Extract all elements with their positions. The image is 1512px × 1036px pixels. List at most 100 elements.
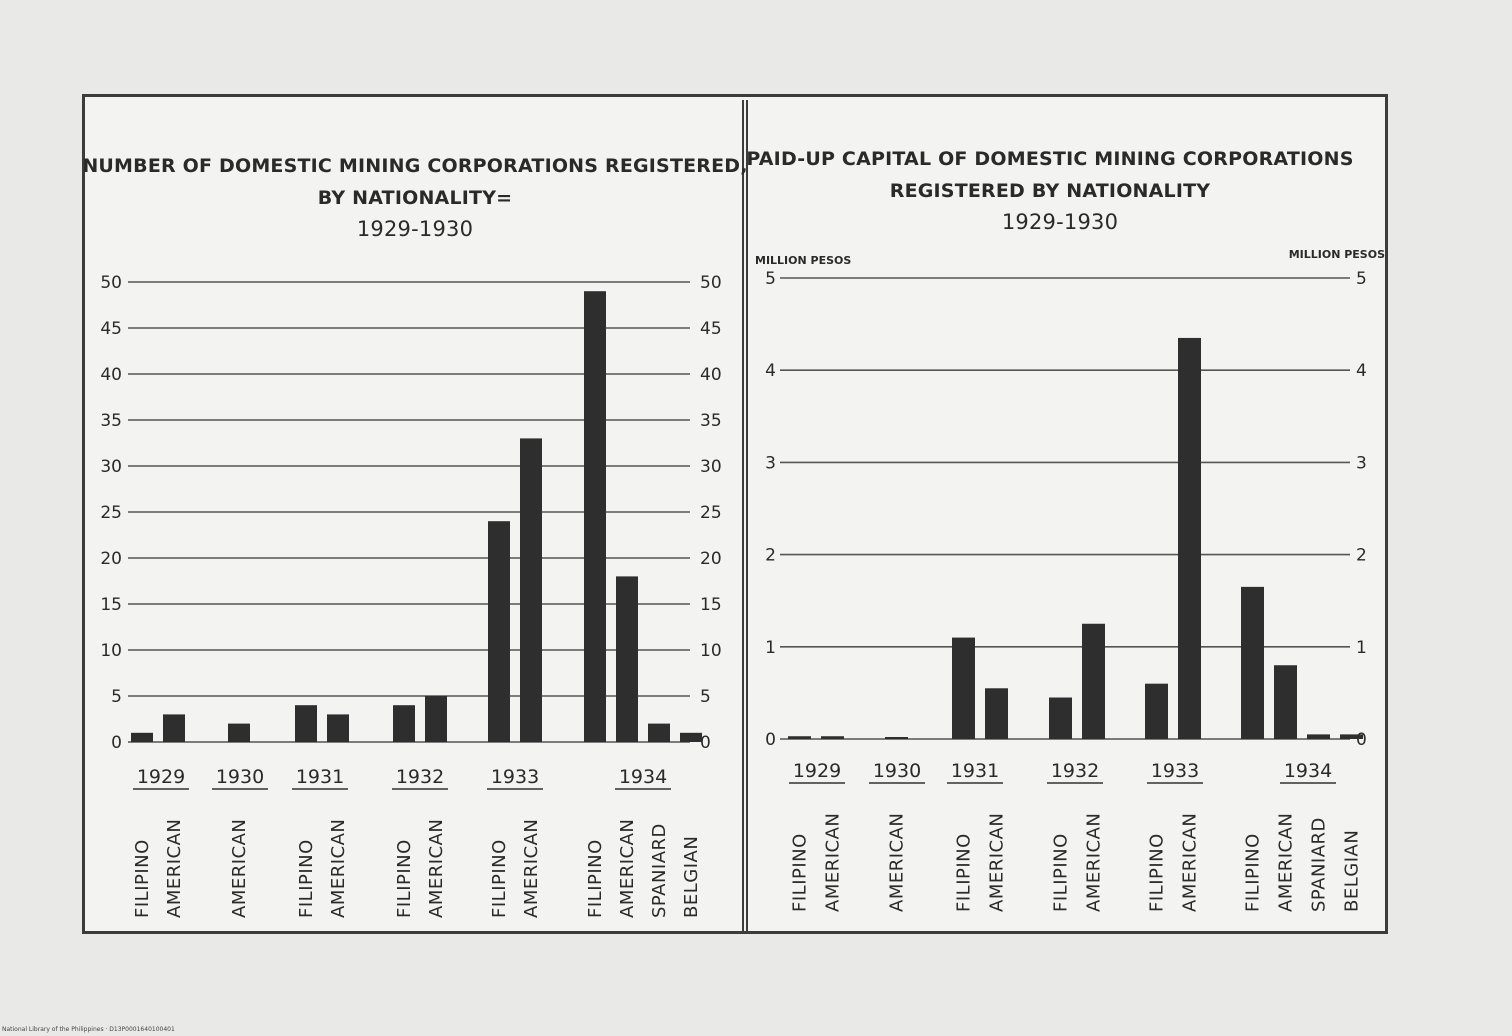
left-y-tick-label-left: 30 [100, 457, 122, 477]
left-nationality-label: SPANIARD [649, 823, 670, 918]
right-unit-right: MILLION PESOS [1289, 248, 1385, 261]
right-year-label-1932: 1932 [1051, 760, 1099, 782]
left-nationality-label: BELGIAN [681, 836, 702, 918]
right-bar-1933-filipino [1145, 683, 1168, 739]
left-y-tick-label-left: 35 [100, 411, 122, 431]
left-title-line-3: 1929-1930 [357, 217, 473, 241]
right-bar-1932-american [1082, 623, 1105, 739]
right-nationality-label: AMERICAN [1084, 813, 1105, 912]
right-y-tick-label-left: 4 [765, 361, 776, 381]
left-title-line-2: BY NATIONALITY= [318, 187, 513, 209]
left-nationality-label: FILIPINO [394, 839, 415, 918]
right-y-tick-label-right: 0 [1356, 730, 1367, 750]
right-nationality-label: AMERICAN [1276, 813, 1297, 912]
left-bar-1934-spaniard [648, 723, 670, 742]
right-bar-1934-belgian [1340, 734, 1363, 739]
right-nationality-label: FILIPINO [790, 833, 811, 912]
left-bar-1932-filipino [393, 705, 415, 742]
left-y-tick-label-left: 25 [100, 503, 122, 523]
right-title-line-3: 1929-1930 [1002, 210, 1118, 234]
right-nationality-label: FILIPINO [954, 833, 975, 912]
left-bar-1933-american [520, 438, 542, 742]
left-nationality-label: FILIPINO [296, 839, 317, 918]
right-year-label-1929: 1929 [793, 760, 841, 782]
left-bar-1931-american [327, 714, 349, 742]
left-chart-title: NUMBER OF DOMESTIC MINING CORPORATIONS R… [82, 155, 747, 241]
right-nationality-label: FILIPINO [1051, 833, 1072, 912]
left-y-tick-label-right: 35 [700, 411, 722, 431]
left-y-tick-label-right: 40 [700, 365, 722, 385]
left-nationality-label: AMERICAN [229, 819, 250, 918]
left-year-label-1932: 1932 [396, 766, 444, 788]
left-nationality-label: FILIPINO [585, 839, 606, 918]
left-year-label-1930: 1930 [216, 766, 264, 788]
right-y-tick-label-right: 4 [1356, 361, 1367, 381]
right-bar-1930-american [885, 737, 908, 739]
right-title-line-1: PAID-UP CAPITAL OF DOMESTIC MINING CORPO… [746, 148, 1353, 170]
left-year-label-1931: 1931 [296, 766, 344, 788]
right-nationality-label: AMERICAN [887, 813, 908, 912]
right-y-tick-label-right: 5 [1356, 269, 1367, 289]
right-bar-1929-filipino [788, 736, 811, 739]
right-y-tick-label-left: 0 [765, 730, 776, 750]
right-year-label-1933: 1933 [1151, 760, 1199, 782]
right-nationality-label: SPANIARD [1309, 817, 1330, 912]
left-y-tick-label-right: 20 [700, 549, 722, 569]
left-nationality-label: AMERICAN [328, 819, 349, 918]
left-bar-1929-filipino [131, 732, 153, 742]
right-bar-1932-filipino [1049, 697, 1072, 739]
panel-divider [742, 100, 748, 932]
right-y-tick-label-left: 5 [765, 269, 776, 289]
left-title-line-1: NUMBER OF DOMESTIC MINING CORPORATIONS R… [82, 155, 747, 177]
right-bar-1931-american [985, 688, 1008, 739]
right-year-label-1930: 1930 [873, 760, 921, 782]
left-year-label-1934: 1934 [619, 766, 667, 788]
right-y-tick-label-right: 1 [1356, 638, 1367, 658]
left-y-tick-label-left: 20 [100, 549, 122, 569]
right-bar-1934-spaniard [1307, 734, 1330, 739]
left-y-tick-label-right: 50 [700, 273, 722, 293]
left-y-tick-label-right: 10 [700, 641, 722, 661]
left-y-tick-label-right: 0 [700, 733, 711, 753]
left-bar-1932-american [425, 696, 447, 742]
right-year-label-1934: 1934 [1284, 760, 1332, 782]
left-year-label-1929: 1929 [137, 766, 185, 788]
right-unit-left: MILLION PESOS [755, 254, 851, 267]
left-bar-1934-american [616, 576, 638, 742]
right-bar-1931-filipino [952, 637, 975, 739]
left-bar-1933-filipino [488, 521, 510, 742]
right-chart-title: PAID-UP CAPITAL OF DOMESTIC MINING CORPO… [746, 148, 1385, 267]
left-y-tick-label-left: 40 [100, 365, 122, 385]
right-year-label-1931: 1931 [951, 760, 999, 782]
left-bar-1934-filipino [584, 291, 606, 742]
right-y-tick-label-left: 1 [765, 638, 776, 658]
left-y-tick-label-left: 0 [111, 733, 122, 753]
left-y-tick-label-right: 5 [700, 687, 711, 707]
left-bar-1931-filipino [295, 705, 317, 742]
right-y-tick-label-right: 3 [1356, 453, 1367, 473]
footer-credit: National Library of the Philippines · D1… [2, 1026, 175, 1033]
right-title-line-2: REGISTERED BY NATIONALITY [890, 180, 1211, 202]
left-bar-1930-american [228, 723, 250, 742]
left-y-tick-label-right: 45 [700, 319, 722, 339]
right-bar-1934-filipino [1241, 586, 1264, 739]
left-y-tick-label-left: 5 [111, 687, 122, 707]
right-y-tick-label-left: 2 [765, 546, 776, 566]
right-nationality-label: BELGIAN [1342, 830, 1363, 912]
left-nationality-label: AMERICAN [164, 819, 185, 918]
left-y-tick-label-right: 25 [700, 503, 722, 523]
left-y-tick-label-left: 10 [100, 641, 122, 661]
right-nationality-label: AMERICAN [1180, 813, 1201, 912]
left-nationality-label: FILIPINO [132, 839, 153, 918]
left-nationality-label: FILIPINO [489, 839, 510, 918]
left-y-tick-label-left: 50 [100, 273, 122, 293]
left-y-tick-label-left: 45 [100, 319, 122, 339]
right-bar-1934-american [1274, 665, 1297, 739]
right-nationality-label: FILIPINO [1243, 833, 1264, 912]
right-nationality-label: FILIPINO [1147, 833, 1168, 912]
left-y-tick-label-right: 15 [700, 595, 722, 615]
right-bar-1929-american [821, 736, 844, 739]
left-y-tick-label-left: 15 [100, 595, 122, 615]
right-y-tick-label-left: 3 [765, 453, 776, 473]
